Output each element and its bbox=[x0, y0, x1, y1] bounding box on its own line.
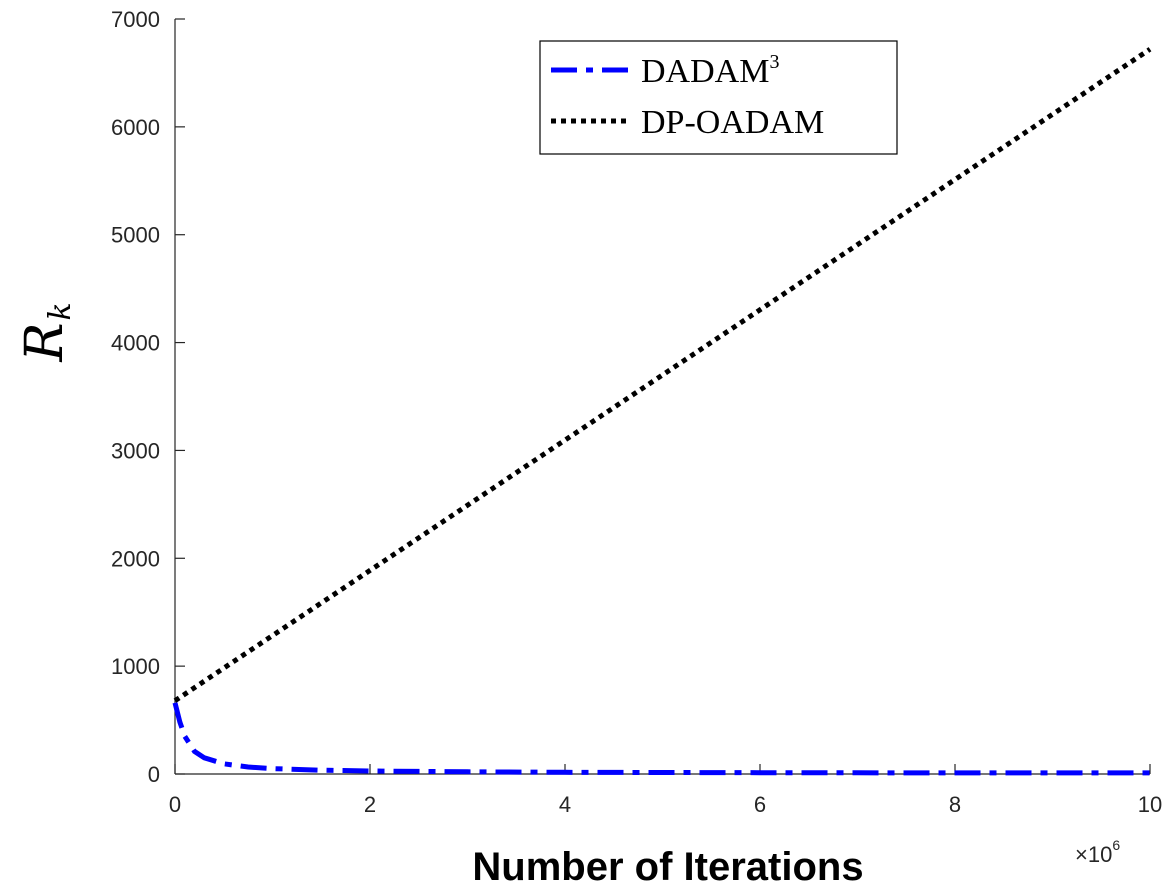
x-tick-label: 10 bbox=[1138, 792, 1162, 817]
y-tick-label: 1000 bbox=[111, 654, 160, 679]
y-tick-label: 5000 bbox=[111, 223, 160, 248]
y-tick-label: 3000 bbox=[111, 438, 160, 463]
y-tick-label: 6000 bbox=[111, 115, 160, 140]
legend: DADAM3 DP-OADAM bbox=[539, 40, 898, 155]
y-tick-label: 0 bbox=[148, 762, 160, 787]
legend-label-dadam: DADAM3 bbox=[641, 51, 779, 90]
y-axis-label: Rk bbox=[15, 302, 78, 362]
legend-label-dp-oadam: DP-OADAM bbox=[641, 104, 824, 141]
x-tick-label: 4 bbox=[559, 792, 571, 817]
y-tick-label: 7000 bbox=[111, 7, 160, 32]
x-tick-label: 2 bbox=[364, 792, 376, 817]
x-tick-label: 0 bbox=[169, 792, 181, 817]
y-tick-label: 4000 bbox=[111, 331, 160, 356]
y-axis-label-group: Rk bbox=[15, 302, 78, 362]
x-axis-multiplier: ×106 bbox=[1075, 837, 1120, 867]
x-axis-label: Number of Iterations bbox=[472, 845, 863, 888]
x-tick-label: 6 bbox=[754, 792, 766, 817]
y-tick-label: 2000 bbox=[111, 546, 160, 571]
series-line-dadam bbox=[172, 702, 1150, 776]
legend-box bbox=[539, 40, 898, 155]
series-layer bbox=[172, 47, 1152, 776]
x-tick-label: 8 bbox=[949, 792, 961, 817]
